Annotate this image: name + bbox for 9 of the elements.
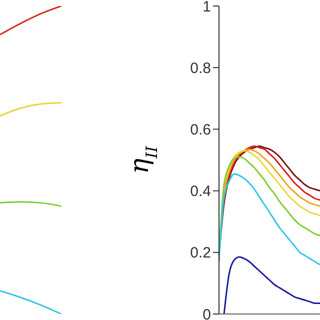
y-tick-label: 0.2 xyxy=(190,244,211,262)
y-tick-label: 0 xyxy=(202,306,211,320)
line-series xyxy=(223,145,320,201)
y-tick-label: 0.6 xyxy=(190,122,211,139)
y-tick-label: 0.4 xyxy=(190,183,211,200)
y-tick-label: 1 xyxy=(202,0,211,16)
line-series xyxy=(218,173,320,266)
line-series xyxy=(223,256,320,314)
y-tick-label: 0.8 xyxy=(190,60,211,77)
